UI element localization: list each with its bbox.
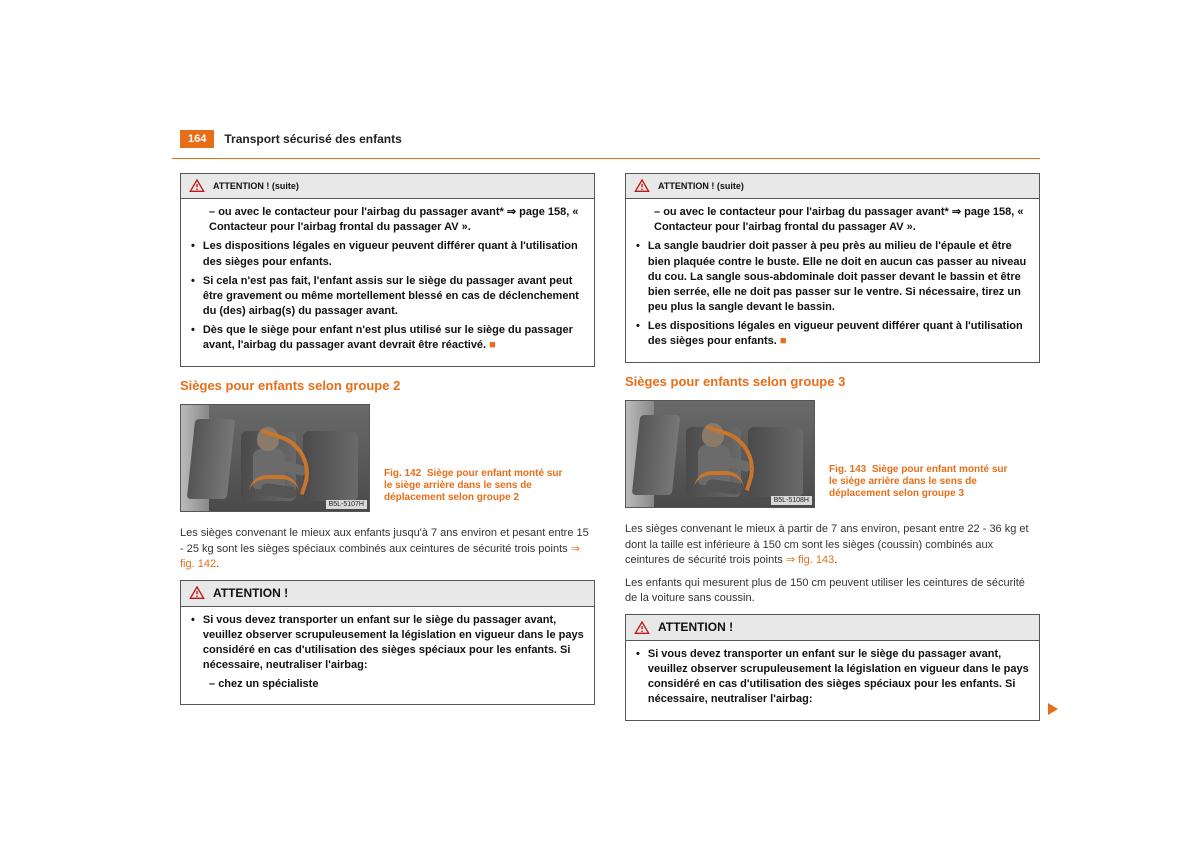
chapter-title: Transport sécurisé des enfants [214, 130, 401, 148]
attention-box: ATTENTION ! •Si vous devez transporter u… [180, 580, 595, 705]
figure-142-image: B5L-5107H [180, 404, 370, 512]
section-heading-group2: Sièges pour enfants selon groupe 2 [180, 377, 595, 395]
header-rule [172, 158, 1040, 159]
figure-block: B5L-5108H Fig. 143 Siège pour enfant mon… [625, 400, 1040, 508]
attention-bullet: •La sangle baudrier doit passer à peu pr… [636, 239, 1029, 319]
figure-143-image: B5L-5108H [625, 400, 815, 508]
attention-box-continued: ATTENTION ! (suite) – ou avec le contact… [180, 173, 595, 367]
attention-title: ATTENTION ! (suite) [658, 180, 744, 192]
attention-bullet: •Si vous devez transporter un enfant sur… [636, 647, 1029, 712]
attention-body: •Si vous devez transporter un enfant sur… [626, 641, 1039, 720]
attention-box: ATTENTION ! •Si vous devez transporter u… [625, 614, 1040, 720]
figure-block: B5L-5107H Fig. 142 Siège pour enfant mon… [180, 404, 595, 512]
figure-code: B5L-5108H [771, 496, 812, 506]
left-column: ATTENTION ! (suite) – ou avec le contact… [180, 173, 595, 721]
body-paragraph: Les sièges convenant le mieux aux enfant… [180, 526, 595, 572]
body-paragraph: Les sièges convenant le mieux à partir d… [625, 522, 1040, 568]
attention-sub-item: – ou avec le contacteur pour l'airbag du… [191, 205, 584, 235]
attention-header: ATTENTION ! (suite) [181, 174, 594, 199]
attention-title: ATTENTION ! [658, 619, 733, 636]
warning-triangle-icon [634, 620, 650, 636]
attention-body: – ou avec le contacteur pour l'airbag du… [181, 199, 594, 366]
attention-sub-item: – chez un spécialiste [191, 677, 584, 692]
attention-bullet: •Les dispositions légales en vigueur peu… [636, 319, 1029, 353]
section-heading-group3: Sièges pour enfants selon groupe 3 [625, 373, 1040, 391]
attention-title: ATTENTION ! (suite) [213, 180, 299, 192]
manual-page: 164 Transport sécurisé des enfants ATTEN… [180, 130, 1040, 721]
attention-box-continued: ATTENTION ! (suite) – ou avec le contact… [625, 173, 1040, 363]
attention-title: ATTENTION ! [213, 585, 288, 602]
attention-body: – ou avec le contacteur pour l'airbag du… [626, 199, 1039, 362]
figure-caption: Fig. 143 Siège pour enfant monté sur le … [829, 464, 1014, 508]
attention-header: ATTENTION ! [181, 581, 594, 607]
right-column: ATTENTION ! (suite) – ou avec le contact… [625, 173, 1040, 721]
warning-triangle-icon [189, 178, 205, 194]
figure-caption: Fig. 142 Siège pour enfant monté sur le … [384, 468, 569, 512]
attention-bullet: •Si vous devez transporter un enfant sur… [191, 613, 584, 678]
body-paragraph: Les enfants qui mesurent plus de 150 cm … [625, 576, 1040, 606]
attention-header: ATTENTION ! [626, 615, 1039, 641]
attention-body: •Si vous devez transporter un enfant sur… [181, 607, 594, 705]
attention-header: ATTENTION ! (suite) [626, 174, 1039, 199]
figure-code: B5L-5107H [326, 500, 367, 510]
warning-triangle-icon [189, 585, 205, 601]
attention-bullet: •Si cela n'est pas fait, l'enfant assis … [191, 274, 584, 324]
attention-sub-item: – ou avec le contacteur pour l'airbag du… [636, 205, 1029, 235]
attention-bullet: •Dès que le siège pour enfant n'est plus… [191, 323, 584, 357]
page-header: 164 Transport sécurisé des enfants [180, 130, 1040, 148]
two-column-layout: ATTENTION ! (suite) – ou avec le contact… [180, 173, 1040, 721]
attention-bullet: •Les dispositions légales en vigueur peu… [191, 239, 584, 273]
continue-arrow-icon [1048, 703, 1058, 715]
warning-triangle-icon [634, 178, 650, 194]
page-number: 164 [180, 130, 214, 148]
figure-reference-link[interactable]: ⇒ fig. 143 [786, 554, 834, 566]
